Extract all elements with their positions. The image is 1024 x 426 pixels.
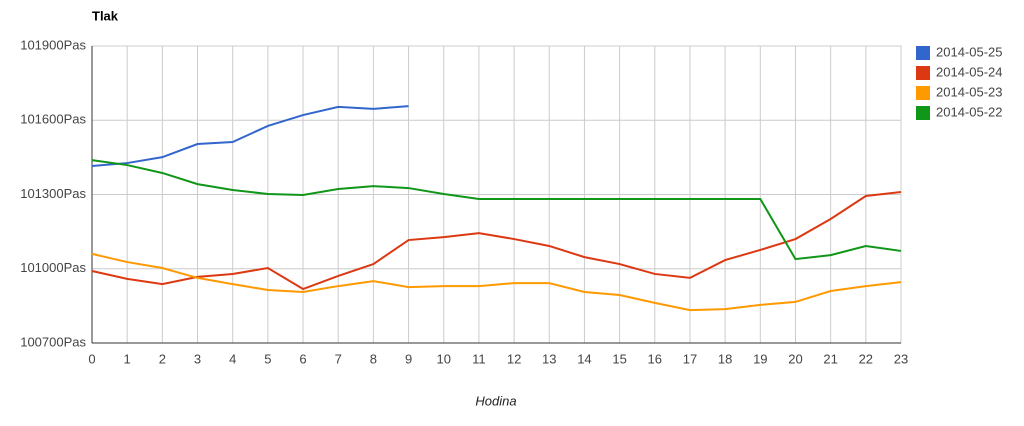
- y-tick-label: 101000Pas: [20, 260, 86, 275]
- series-line: [91, 252, 902, 312]
- x-tick-label: 15: [612, 351, 626, 366]
- legend-swatch: [916, 86, 930, 100]
- x-tick-label: 5: [264, 351, 271, 366]
- x-tick-label: 18: [718, 351, 732, 366]
- legend-label: 2014-05-24: [936, 64, 1003, 79]
- y-tick-label: 100700Pas: [20, 334, 86, 349]
- legend-label: 2014-05-25: [936, 44, 1003, 59]
- x-tick-label: 7: [335, 351, 342, 366]
- legend-swatch: [916, 46, 930, 60]
- x-tick-label: 22: [859, 351, 873, 366]
- x-tick-label: 3: [194, 351, 201, 366]
- x-tick-label: 21: [823, 351, 837, 366]
- x-tick-label: 13: [542, 351, 556, 366]
- x-tick-label: 4: [229, 351, 236, 366]
- series-line: [91, 105, 409, 168]
- chart-title: Tlak: [92, 8, 119, 23]
- legend-label: 2014-05-22: [936, 104, 1003, 119]
- x-tick-label: 16: [648, 351, 662, 366]
- series-line: [91, 191, 902, 291]
- y-tick-label: 101300Pas: [20, 186, 86, 201]
- legend-swatch: [916, 106, 930, 120]
- x-tick-label: 9: [405, 351, 412, 366]
- x-tick-label: 12: [507, 351, 521, 366]
- series-line: [91, 159, 902, 261]
- x-tick-label: 23: [894, 351, 908, 366]
- x-tick-label: 10: [437, 351, 451, 366]
- x-tick-label: 2: [159, 351, 166, 366]
- x-tick-label: 14: [577, 351, 591, 366]
- x-tick-label: 8: [370, 351, 377, 366]
- x-tick-label: 19: [753, 351, 767, 366]
- x-tick-label: 0: [88, 351, 95, 366]
- x-tick-label: 11: [472, 351, 486, 366]
- y-tick-label: 101900Pas: [20, 37, 86, 52]
- legend-swatch: [916, 66, 930, 80]
- x-tick-label: 17: [683, 351, 697, 366]
- y-tick-label: 101600Pas: [20, 112, 86, 127]
- x-axis-label: Hodina: [475, 393, 516, 408]
- x-tick-label: 6: [299, 351, 306, 366]
- legend-label: 2014-05-23: [936, 84, 1003, 99]
- x-tick-label: 1: [124, 351, 131, 366]
- x-tick-label: 20: [788, 351, 802, 366]
